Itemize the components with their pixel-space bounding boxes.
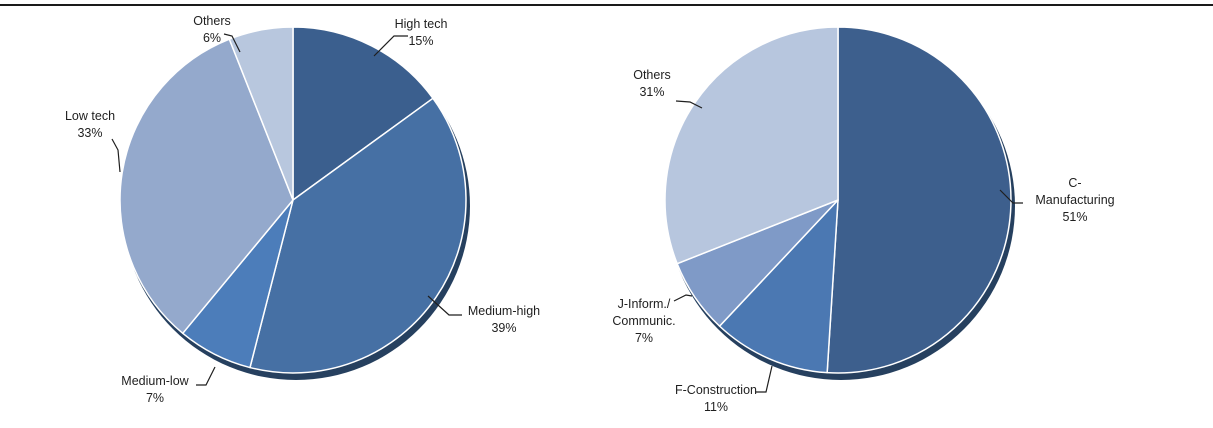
- slice-medium-high: [249, 97, 467, 374]
- slice-others: [664, 26, 839, 265]
- data-label-others: Others 6%: [193, 14, 231, 45]
- leader-line-low-tech: [111, 138, 121, 173]
- slice-c-manufacturing: [826, 26, 1012, 374]
- leader-line-j-inform-communic: [673, 294, 693, 302]
- leader-line-others: [223, 33, 241, 53]
- data-label-c-manufacturing: C-Manufacturing 51%: [1035, 176, 1114, 224]
- slice-high-tech: [292, 26, 434, 201]
- data-label-medium-high: Medium-high 39%: [468, 304, 540, 335]
- slice-f-construction: [718, 199, 839, 374]
- data-label-high-tech: High tech 15%: [395, 17, 448, 48]
- leader-line-high-tech: [373, 35, 408, 57]
- leader-line-f-construction: [756, 365, 773, 393]
- pie-chart-1: High tech 15% Medium-high 39% Medium-low 7% Lo…: [65, 14, 540, 405]
- leader-line-medium-high: [427, 295, 462, 316]
- leader-line-others: [675, 100, 703, 109]
- data-label-medium-low: Medium-low 7%: [121, 374, 189, 405]
- data-label-others: Others 31%: [633, 68, 671, 99]
- data-label-f-construction: F-Construction 11%: [675, 383, 757, 414]
- data-label-low-tech: Low tech 33%: [65, 109, 115, 140]
- leader-line-medium-low: [196, 366, 216, 386]
- leader-line-c-manufacturing: [999, 189, 1023, 204]
- data-label-j-inform-communic: J-Inform./Communic. 7%: [612, 297, 675, 345]
- slice-low-tech: [119, 38, 294, 335]
- slice-others: [228, 26, 294, 201]
- top-rule: [0, 4, 1213, 6]
- pie-chart-2: C-Manufacturing 51% F-Construction 11% J-Inf…: [612, 26, 1115, 414]
